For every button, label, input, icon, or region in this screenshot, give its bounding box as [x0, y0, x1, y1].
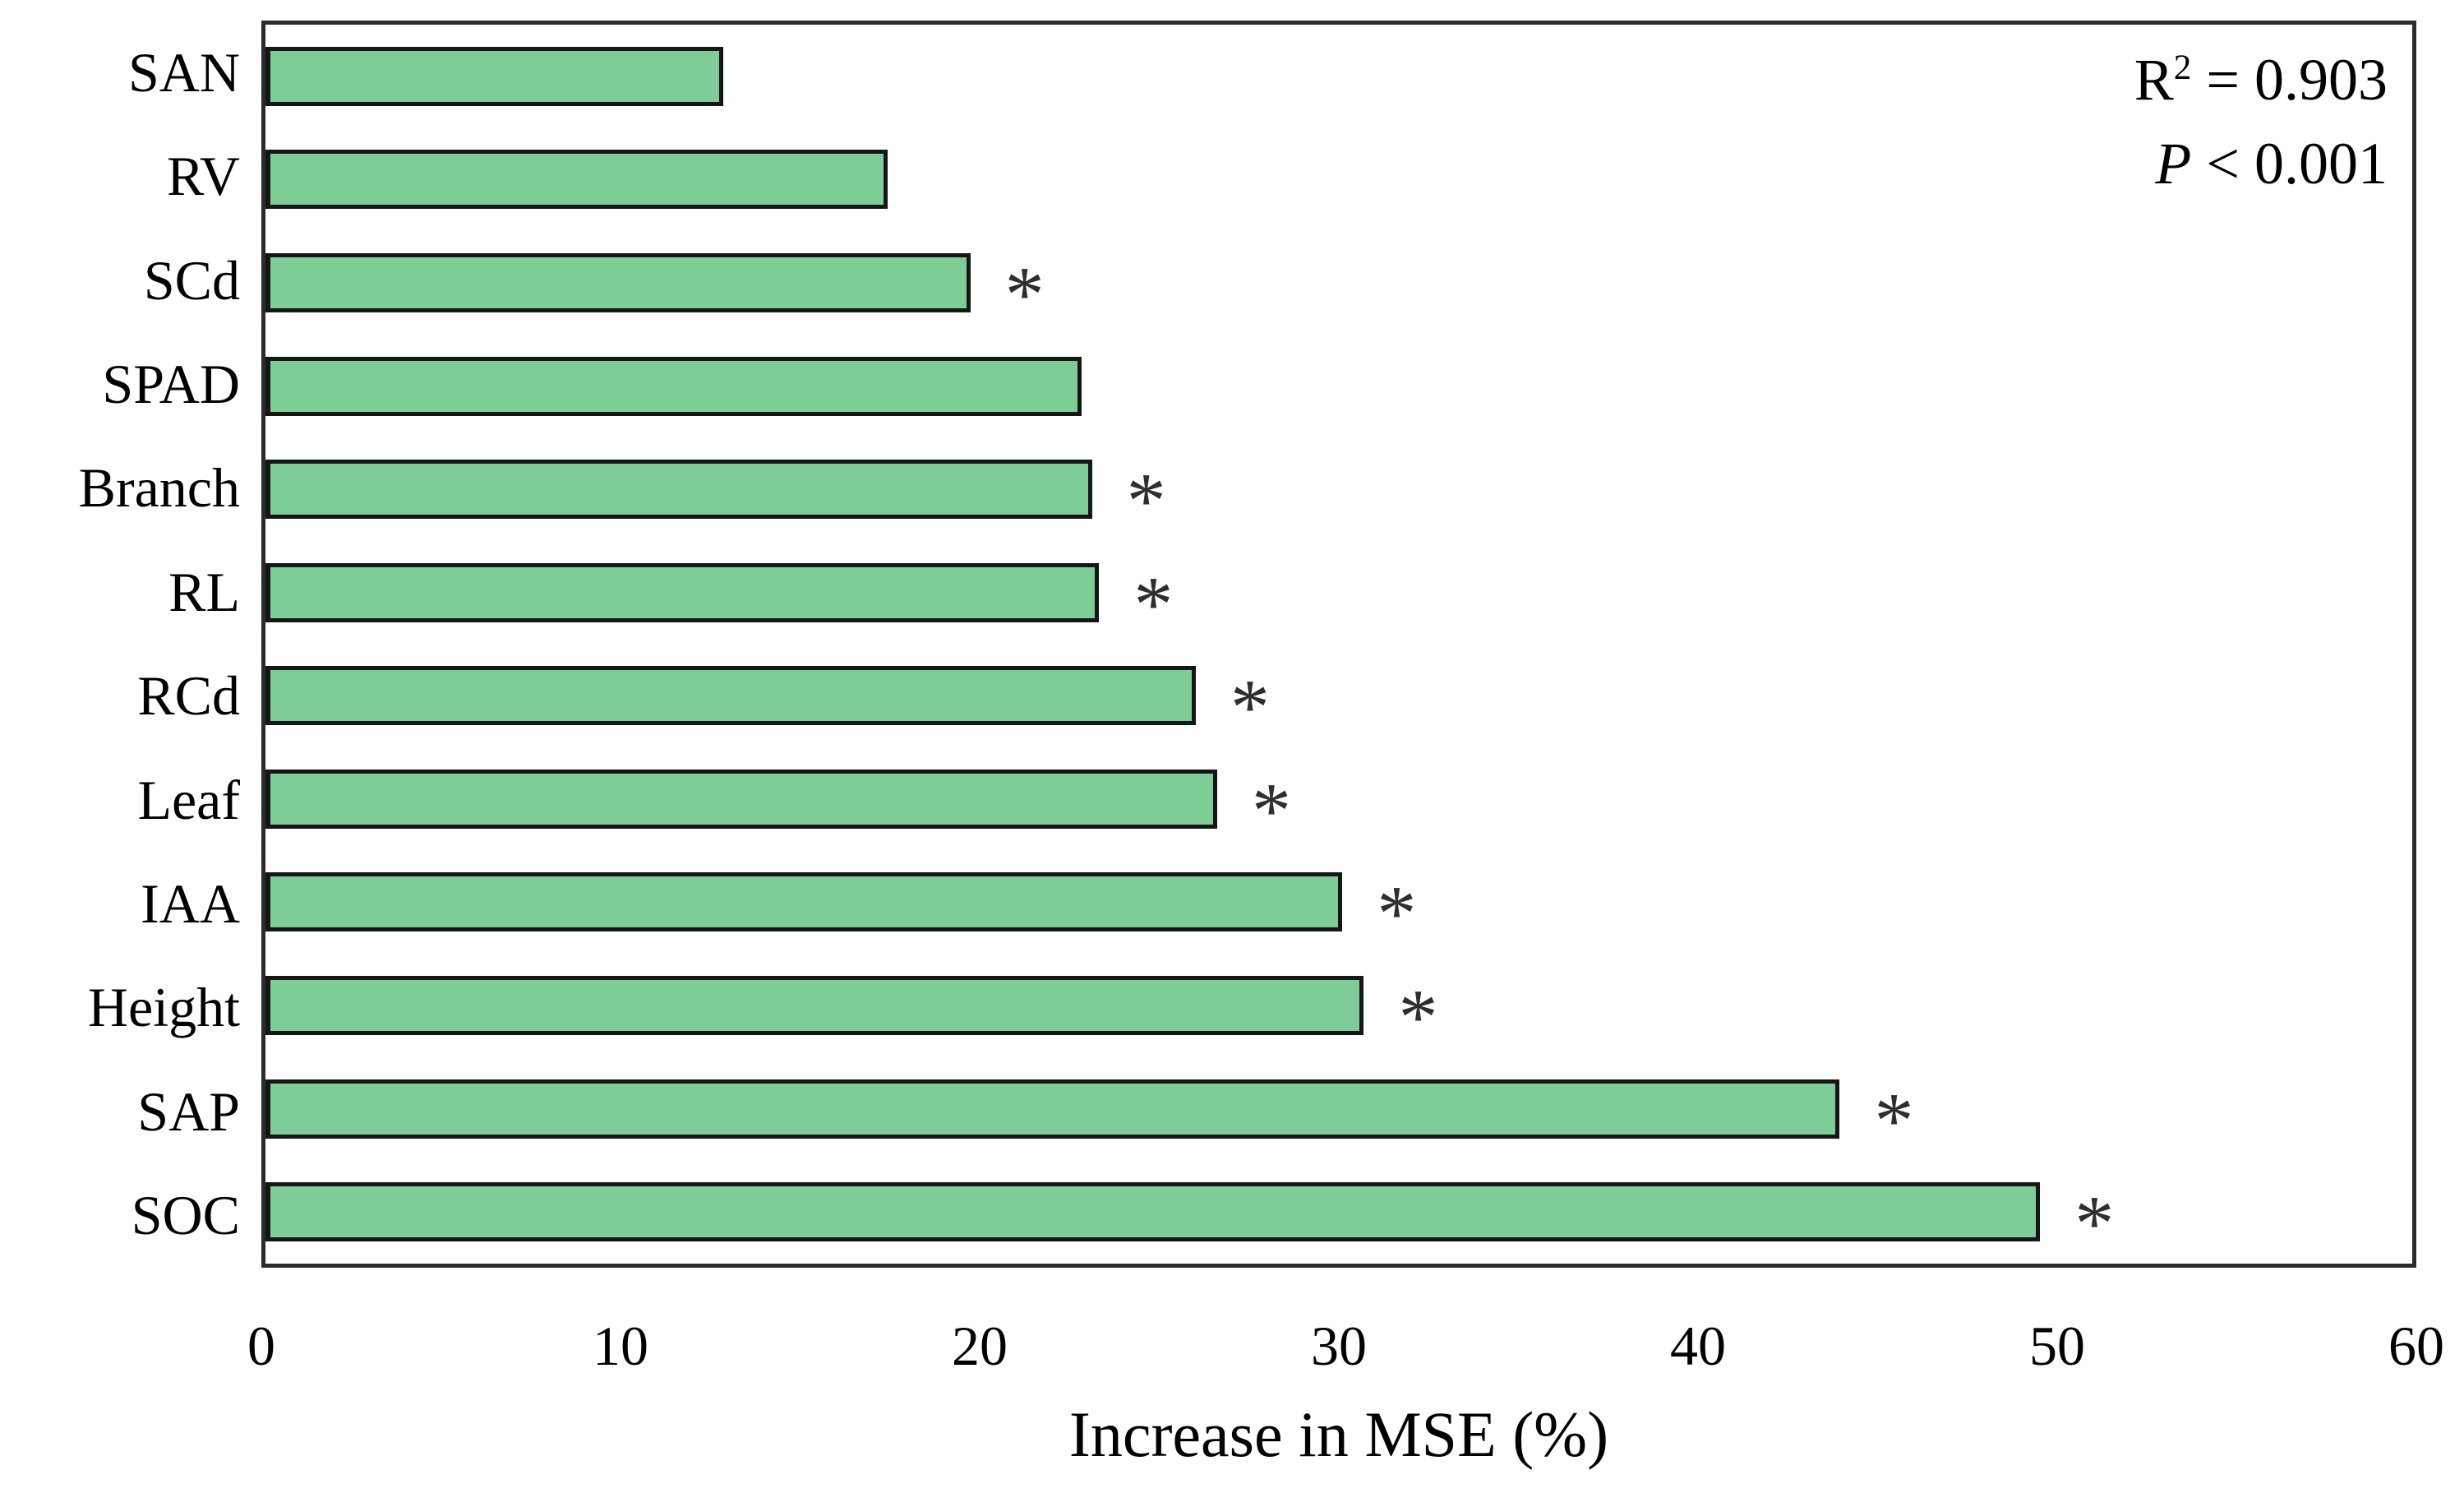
bar [265, 460, 1092, 520]
significance-asterisk: * [1133, 560, 1174, 649]
bar [265, 46, 724, 106]
plot-area: * * * * * * * * * R2 = 0.903 P < 0.001 [261, 21, 2416, 1268]
bar-row: * [265, 1057, 2412, 1161]
bar-row: * [265, 851, 2412, 955]
bar-row: * [265, 231, 2412, 335]
y-axis-label: Height [87, 976, 240, 1039]
x-axis-tick-label: 30 [1311, 1315, 1367, 1377]
significance-asterisk: * [1126, 456, 1166, 545]
significance-asterisk: * [1230, 663, 1270, 751]
y-axis-label: SPAD [102, 352, 240, 415]
bar-row: * [265, 541, 2412, 645]
significance-asterisk: * [2074, 1179, 2115, 1268]
x-axis-tick-label: 60 [2388, 1315, 2444, 1377]
r-squared-annotation: R2 = 0.903 [2134, 38, 2388, 122]
x-axis-tick-label: 10 [593, 1315, 648, 1377]
y-axis-label: RV [166, 145, 240, 208]
p-value-annotation: P < 0.001 [2134, 122, 2388, 206]
bar [265, 562, 1100, 622]
bar-row [265, 128, 2412, 232]
y-axis-label: RL [168, 560, 240, 623]
significance-asterisk: * [1004, 250, 1045, 339]
bar-row [265, 25, 2412, 128]
y-axis-label: Leaf [137, 768, 240, 831]
x-axis-tick-label: 20 [952, 1315, 1008, 1377]
bar-row: * [265, 1160, 2412, 1264]
p-symbol: P [2155, 131, 2192, 197]
y-axis-label: RCd [137, 664, 240, 728]
bar-row: * [265, 954, 2412, 1057]
p-value: < 0.001 [2191, 131, 2388, 197]
bar [265, 872, 1343, 932]
bar [265, 252, 971, 312]
bar-row: * [265, 747, 2412, 851]
x-axis-tick-label: 50 [2029, 1315, 2085, 1377]
bar [265, 769, 1217, 829]
bar [265, 150, 888, 210]
significance-asterisk: * [1398, 973, 1438, 1061]
y-axis-label: SAN [127, 40, 240, 104]
y-axis-label: Branch [78, 456, 240, 520]
bar-row [265, 335, 2412, 438]
bar-row: * [265, 437, 2412, 541]
y-axis-label: SOC [131, 1184, 240, 1247]
y-axis-labels: SAN RV SCd SPAD Branch RL RCd Leaf IAA Height SAP S… [0, 21, 240, 1268]
stats-annotation: R2 = 0.903 P < 0.001 [2134, 38, 2388, 206]
bar-row: * [265, 644, 2412, 747]
x-axis-title: Increase in MSE (%) [1068, 1398, 1609, 1470]
x-axis-ticks: 0 10 20 30 40 50 60 [247, 1314, 2444, 1388]
significance-asterisk: * [1874, 1075, 1914, 1164]
bar [265, 1182, 2041, 1242]
x-axis-tick-label: 0 [247, 1315, 275, 1377]
y-axis-label: SAP [137, 1079, 240, 1143]
significance-asterisk: * [1377, 869, 1417, 958]
significance-asterisk: * [1251, 766, 1291, 855]
bar [265, 975, 1364, 1035]
x-axis-tick-label: 40 [1670, 1315, 1726, 1377]
bar [265, 666, 1196, 726]
y-axis-label: SCd [143, 248, 240, 312]
r-squared-symbol: R [2134, 47, 2174, 113]
r-squared-value: = 0.903 [2191, 47, 2388, 113]
bar-rows: * * * * * * * * * [265, 25, 2412, 1264]
y-axis-label: IAA [141, 871, 240, 935]
r-squared-exponent: 2 [2173, 49, 2192, 87]
bar [265, 356, 1082, 416]
bar [265, 1079, 1840, 1139]
